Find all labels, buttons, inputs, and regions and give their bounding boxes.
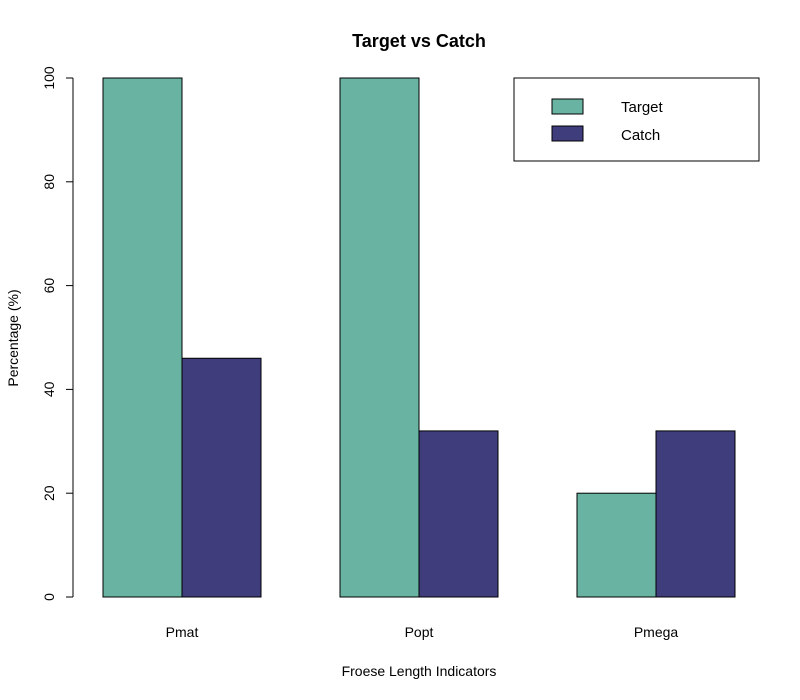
y-axis-label: Percentage (%): [5, 289, 21, 386]
bar-pmega-target: [576, 492, 657, 598]
bar-pmega-catch: [655, 430, 736, 598]
legend-label-target: Target: [621, 99, 664, 116]
legend-swatch-catch: [551, 125, 584, 142]
bar-popt-target: [339, 77, 420, 598]
y-tick-label-40: 40: [41, 381, 57, 397]
bar-popt-catch: [418, 430, 499, 598]
legend-box: [513, 77, 760, 162]
x-tick-label-pmega: Pmega: [634, 624, 679, 640]
bar-pmat-catch: [181, 357, 262, 598]
bar-pmat-target: [102, 77, 183, 598]
y-axis-ticks: 0 20 40 60 80 100: [41, 66, 73, 601]
legend-label-catch: Catch: [621, 127, 660, 144]
y-tick-label-20: 20: [41, 485, 57, 501]
x-axis-label: Froese Length Indicators: [342, 663, 497, 679]
x-tick-label-pmat: Pmat: [166, 624, 199, 640]
y-tick-label-60: 60: [41, 278, 57, 294]
bars-group: [102, 77, 736, 598]
x-tick-label-popt: Popt: [405, 624, 434, 640]
y-tick-label-0: 0: [41, 593, 57, 601]
legend: Target Catch: [513, 77, 760, 162]
y-tick-label-100: 100: [41, 66, 57, 90]
chart-title: Target vs Catch: [352, 31, 486, 51]
y-tick-label-80: 80: [41, 174, 57, 190]
x-axis-tick-labels: Pmat Popt Pmega: [166, 624, 679, 640]
legend-swatch-target: [551, 98, 584, 115]
